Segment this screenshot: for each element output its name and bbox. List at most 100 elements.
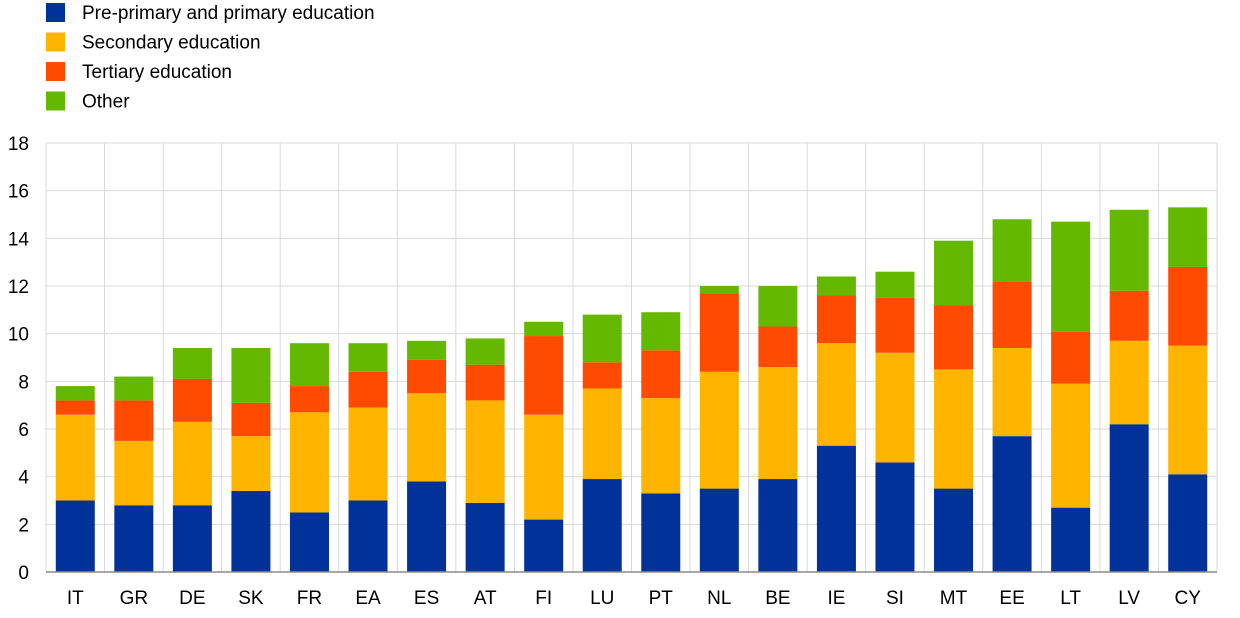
x-tick-label-be: BE: [765, 588, 790, 609]
bar-de-pre-primary-and-primary-education: [172, 505, 212, 572]
bar-cy-other: [1168, 207, 1208, 267]
bar-es-other: [407, 340, 447, 360]
bar-stack-it: [55, 386, 95, 572]
legend-label-tertiary-education: Tertiary education: [82, 62, 232, 83]
legend-swatch-other: [46, 91, 65, 111]
bar-es-secondary-education: [407, 393, 447, 482]
bar-at-secondary-education: [465, 400, 505, 503]
bar-be-tertiary-education: [758, 326, 798, 368]
legend-swatch-tertiary-education: [46, 62, 65, 81]
bar-it-secondary-education: [55, 414, 95, 501]
bar-ea-other: [348, 343, 388, 372]
x-tick-label-lt: LT: [1060, 588, 1081, 609]
bar-lt-pre-primary-and-primary-education: [1051, 507, 1091, 572]
x-tick-label-ee: EE: [999, 588, 1024, 609]
bars: [55, 207, 1208, 572]
bar-mt-tertiary-education: [934, 305, 974, 370]
bar-gr-secondary-education: [114, 440, 154, 506]
bar-lu-secondary-education: [582, 388, 622, 480]
bar-be-other: [758, 286, 798, 327]
bar-si-other: [875, 271, 915, 298]
bar-nl-pre-primary-and-primary-education: [699, 488, 739, 572]
x-tick-label-it: IT: [67, 588, 84, 609]
bar-ie-tertiary-education: [816, 295, 856, 344]
x-tick-label-mt: MT: [940, 588, 968, 609]
bar-stack-cy: [1168, 207, 1208, 572]
bar-lu-tertiary-education: [582, 362, 622, 389]
y-tick-label: 16: [8, 182, 29, 203]
bar-gr-tertiary-education: [114, 400, 154, 441]
y-tick-label: 4: [18, 468, 29, 489]
y-tick-label: 18: [8, 134, 29, 155]
x-tick-label-cy: CY: [1175, 588, 1202, 609]
x-tick-label-fr: FR: [297, 588, 322, 609]
bar-ie-secondary-education: [816, 343, 856, 446]
bar-mt-secondary-education: [934, 369, 974, 489]
bar-fr-pre-primary-and-primary-education: [289, 512, 329, 572]
bar-es-tertiary-education: [407, 359, 447, 394]
bar-gr-other: [114, 376, 154, 401]
bar-sk-pre-primary-and-primary-education: [231, 490, 271, 572]
bar-stack-gr: [114, 376, 154, 572]
y-tick-label: 8: [18, 372, 29, 393]
bar-it-tertiary-education: [55, 400, 95, 415]
bar-it-other: [55, 386, 95, 401]
bar-lv-secondary-education: [1109, 340, 1149, 425]
bar-es-pre-primary-and-primary-education: [407, 481, 447, 572]
bar-stack-pt: [641, 312, 681, 572]
legend-label-secondary-education: Secondary education: [82, 33, 261, 54]
bar-be-secondary-education: [758, 367, 798, 480]
bar-de-other: [172, 347, 212, 379]
bar-cy-secondary-education: [1168, 345, 1208, 475]
bar-ie-pre-primary-and-primary-education: [816, 445, 856, 572]
bar-pt-other: [641, 312, 681, 351]
bar-at-pre-primary-and-primary-education: [465, 502, 505, 572]
bar-lt-other: [1051, 221, 1091, 332]
bar-it-pre-primary-and-primary-education: [55, 500, 95, 572]
legend-label-pre-primary-and-primary-education: Pre-primary and primary education: [82, 3, 375, 24]
bar-ea-secondary-education: [348, 407, 388, 501]
bar-lu-pre-primary-and-primary-education: [582, 479, 622, 572]
bar-lv-other: [1109, 209, 1149, 291]
x-axis: IT GR DE SK FR EA ES AT FI LU PT NL BE IE SI MT EE LT LV CY: [46, 571, 1217, 609]
bar-cy-pre-primary-and-primary-education: [1168, 474, 1208, 572]
bar-fr-tertiary-education: [289, 386, 329, 413]
bar-sk-secondary-education: [231, 436, 271, 491]
bar-stack-lv: [1109, 209, 1149, 572]
bar-ee-secondary-education: [992, 347, 1032, 437]
bar-stack-at: [465, 338, 505, 572]
bar-mt-pre-primary-and-primary-education: [934, 488, 974, 572]
bar-ee-other: [992, 219, 1032, 282]
bar-stack-de: [172, 347, 212, 572]
bar-stack-mt: [934, 240, 974, 572]
bar-ea-pre-primary-and-primary-education: [348, 500, 388, 572]
bar-ie-other: [816, 276, 856, 296]
y-tick-label: 12: [8, 277, 29, 298]
bar-lt-tertiary-education: [1051, 331, 1091, 384]
bar-fr-secondary-education: [289, 412, 329, 513]
y-tick-label: 14: [8, 229, 30, 250]
bar-stack-nl: [699, 286, 739, 572]
bar-fi-other: [524, 321, 564, 337]
legend-swatch-secondary-education: [46, 32, 65, 52]
x-tick-label-fi: FI: [535, 588, 552, 609]
x-tick-label-pt: PT: [649, 588, 674, 609]
bar-pt-secondary-education: [641, 398, 681, 494]
y-tick-label: 10: [8, 325, 29, 346]
bar-at-tertiary-education: [465, 364, 505, 401]
bar-fr-other: [289, 343, 329, 387]
bar-lv-pre-primary-and-primary-education: [1109, 424, 1149, 572]
bar-sk-tertiary-education: [231, 402, 271, 437]
bar-stack-fi: [524, 321, 564, 572]
x-tick-label-es: ES: [414, 588, 439, 609]
x-tick-label-de: DE: [179, 588, 205, 609]
bar-ee-tertiary-education: [992, 281, 1032, 348]
x-tick-label-sk: SK: [238, 588, 264, 609]
bar-pt-tertiary-education: [641, 350, 681, 399]
bar-cy-tertiary-education: [1168, 266, 1208, 346]
bar-de-tertiary-education: [172, 378, 212, 422]
legend-swatch-pre-primary-and-primary-education: [46, 3, 65, 22]
bar-fi-pre-primary-and-primary-education: [524, 519, 564, 572]
